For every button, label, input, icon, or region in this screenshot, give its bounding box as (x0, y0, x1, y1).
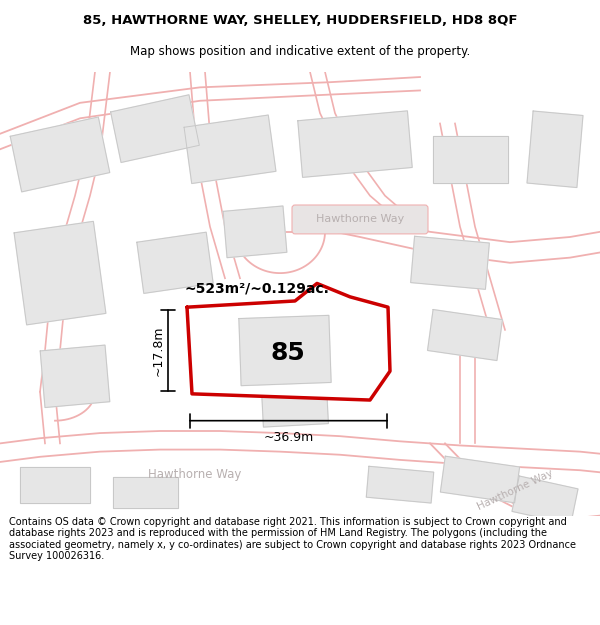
Text: Hawthorne Way: Hawthorne Way (148, 468, 242, 481)
FancyBboxPatch shape (292, 205, 428, 234)
Polygon shape (239, 316, 331, 386)
Polygon shape (113, 478, 178, 508)
Polygon shape (184, 115, 276, 184)
Text: Map shows position and indicative extent of the property.: Map shows position and indicative extent… (130, 45, 470, 58)
Polygon shape (527, 111, 583, 188)
Polygon shape (10, 117, 110, 192)
Polygon shape (428, 309, 502, 361)
Text: ~17.8m: ~17.8m (152, 325, 165, 376)
Polygon shape (298, 111, 412, 178)
Polygon shape (512, 476, 578, 524)
Polygon shape (251, 302, 339, 368)
Polygon shape (110, 95, 199, 162)
Text: 85: 85 (271, 341, 305, 364)
Polygon shape (187, 283, 390, 400)
Polygon shape (20, 467, 90, 502)
Polygon shape (440, 456, 520, 503)
Text: ~36.9m: ~36.9m (263, 431, 314, 444)
Text: Hawthorne Way: Hawthorne Way (316, 214, 404, 224)
Polygon shape (433, 136, 508, 182)
Polygon shape (40, 345, 110, 408)
Polygon shape (14, 221, 106, 325)
Text: Contains OS data © Crown copyright and database right 2021. This information is : Contains OS data © Crown copyright and d… (9, 516, 576, 561)
Polygon shape (137, 232, 213, 293)
Text: Hawthorne Way: Hawthorne Way (476, 468, 554, 512)
Text: ~523m²/~0.129ac.: ~523m²/~0.129ac. (185, 282, 330, 296)
Text: 85, HAWTHORNE WAY, SHELLEY, HUDDERSFIELD, HD8 8QF: 85, HAWTHORNE WAY, SHELLEY, HUDDERSFIELD… (83, 14, 517, 27)
Polygon shape (410, 236, 490, 289)
Polygon shape (223, 206, 287, 258)
Polygon shape (262, 388, 328, 427)
Polygon shape (367, 466, 434, 503)
